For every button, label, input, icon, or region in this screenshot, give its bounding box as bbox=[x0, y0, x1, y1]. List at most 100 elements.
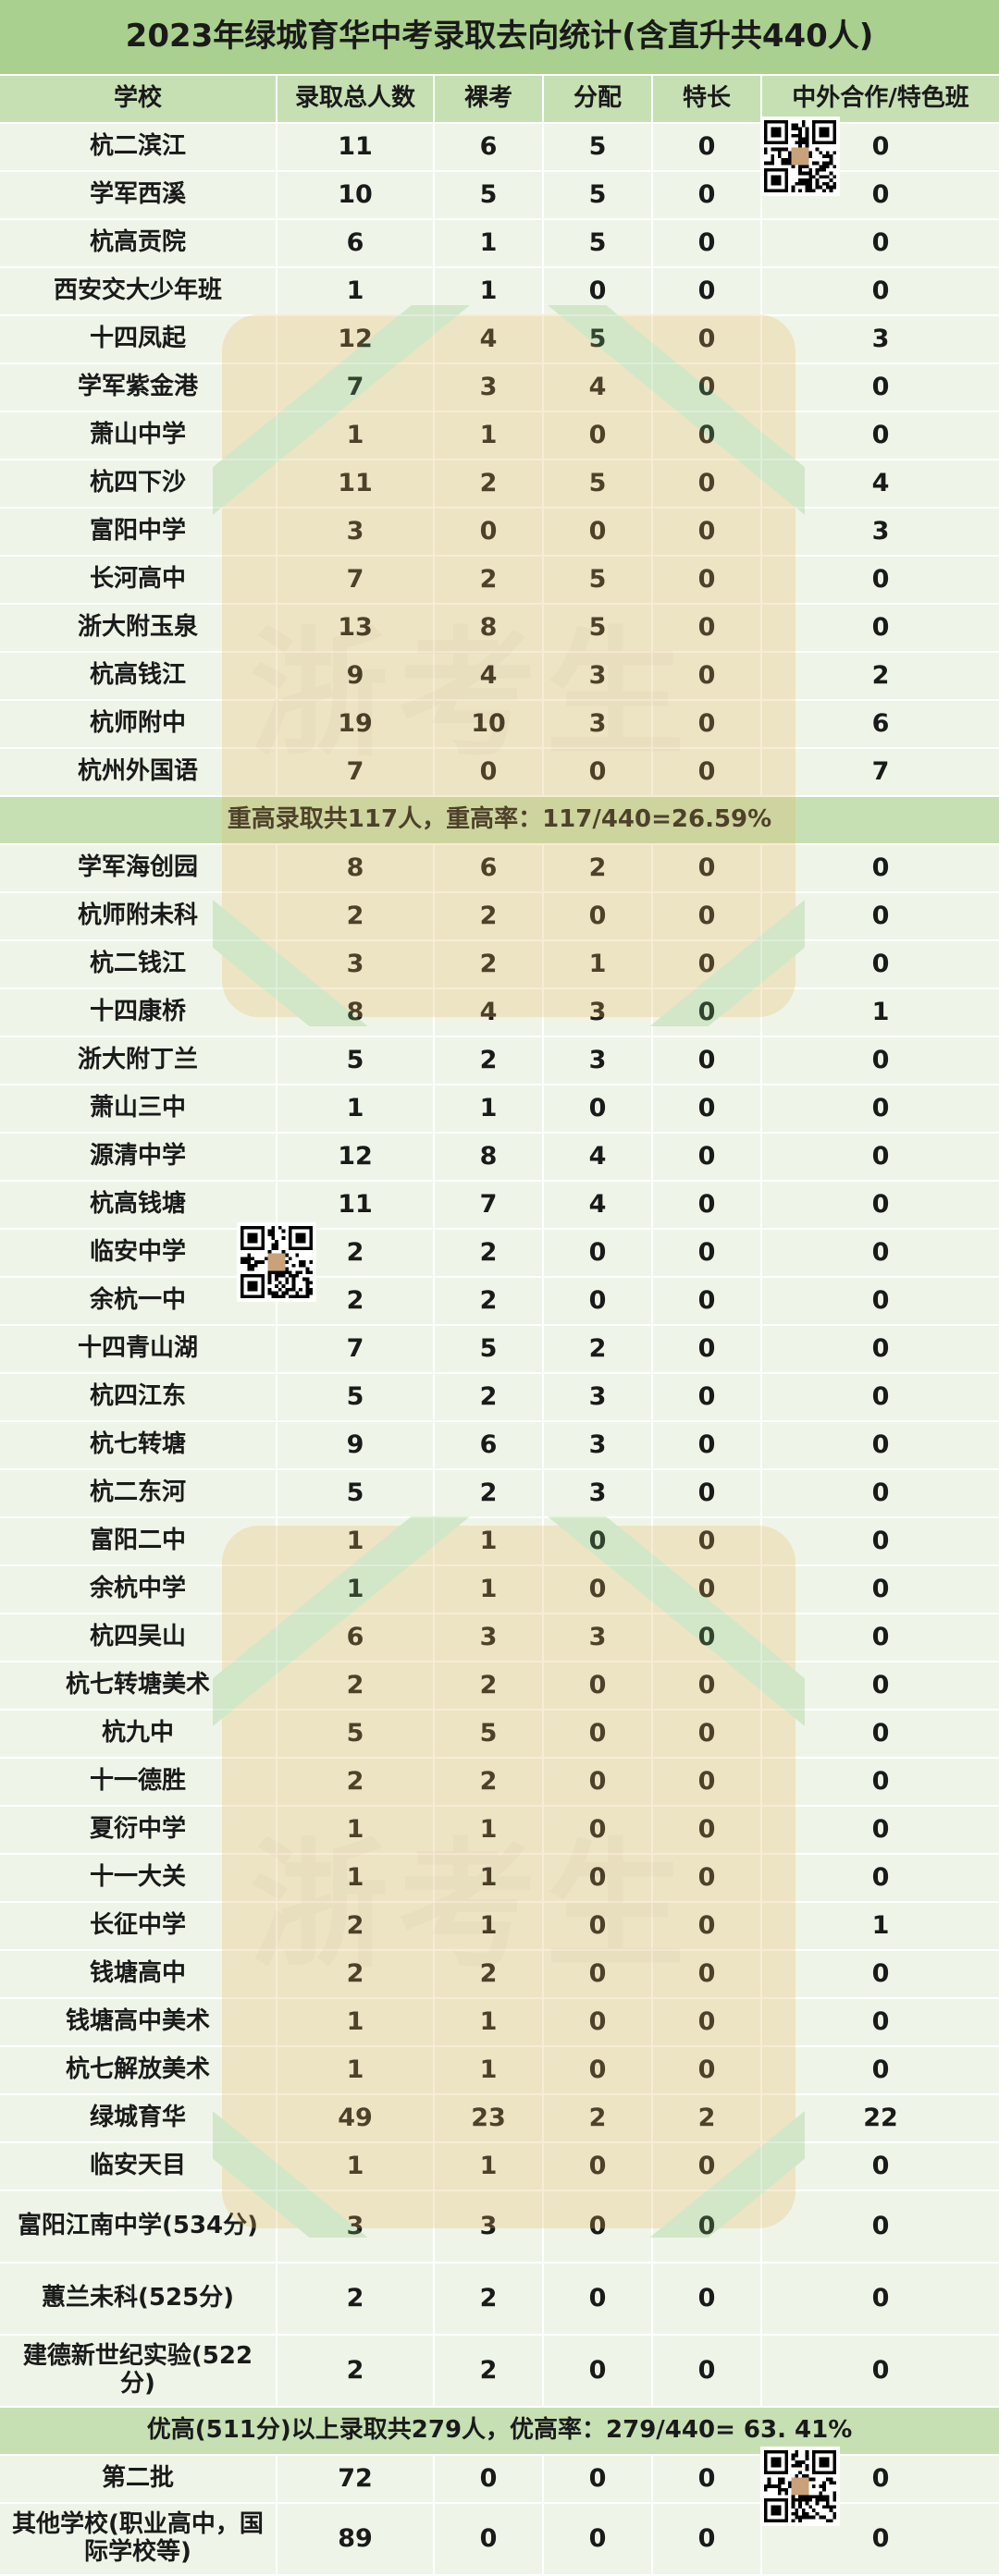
count-cell: 72 bbox=[278, 2456, 435, 2502]
count-cell: 0 bbox=[871, 1142, 890, 1171]
count-cell: 0 bbox=[871, 373, 890, 402]
table-row: 临安天目 1 1 0 0 0 bbox=[0, 2143, 999, 2191]
count-cell: 5 bbox=[544, 316, 653, 362]
count-cell: 0 bbox=[871, 1430, 890, 1460]
count-cell: 0 bbox=[871, 132, 890, 162]
count-cell: 0 bbox=[544, 2047, 653, 2093]
count-cell: 0 bbox=[653, 124, 762, 170]
count-cell: 0 bbox=[653, 1711, 762, 1757]
count-cell: 6 bbox=[435, 124, 544, 170]
table-row: 浙大附玉泉 13 8 5 0 0 bbox=[0, 605, 999, 653]
school-name: 杭二东河 bbox=[0, 1470, 278, 1516]
count-cell: 89 bbox=[278, 2504, 435, 2574]
count-cell: 0 bbox=[871, 853, 890, 883]
table-title-row: 2023年绿城育华中考录取去向统计(含直升共440人) bbox=[0, 0, 999, 76]
school-name: 杭七转塘 bbox=[0, 1422, 278, 1468]
count-cell: 2 bbox=[278, 893, 435, 939]
count-cell: 6 bbox=[278, 1614, 435, 1661]
table-row: 萧山中学 1 1 0 0 0 bbox=[0, 412, 999, 460]
count-cell: 0 bbox=[653, 1422, 762, 1468]
count-cell: 5 bbox=[544, 172, 653, 218]
count-cell: 8 bbox=[278, 845, 435, 891]
table-row: 杭二东河 5 2 3 0 0 bbox=[0, 1470, 999, 1518]
table-row: 学军西溪 10 5 5 0 0 bbox=[0, 172, 999, 220]
school-name: 杭七解放美术 bbox=[0, 2047, 278, 2093]
count-cell: 0 bbox=[871, 1575, 890, 1604]
table-row: 学军紫金港 7 3 4 0 0 bbox=[0, 364, 999, 412]
count-cell: 0 bbox=[653, 1326, 762, 1372]
count-cell: 1 bbox=[435, 412, 544, 459]
column-header: 学校 bbox=[0, 76, 278, 122]
school-name: 富阳中学 bbox=[0, 509, 278, 555]
table-row: 蕙兰未科(525分) 2 2 0 0 0 bbox=[0, 2263, 999, 2336]
count-cell: 1 bbox=[871, 998, 890, 1027]
school-name: 十四康桥 bbox=[0, 989, 278, 1036]
count-cell: 12 bbox=[278, 316, 435, 362]
table-row: 萧山三中 1 1 0 0 0 bbox=[0, 1086, 999, 1134]
count-cell: 3 bbox=[544, 1374, 653, 1420]
count-cell: 0 bbox=[653, 1470, 762, 1516]
table-row: 杭七转塘 9 6 3 0 0 bbox=[0, 1422, 999, 1470]
school-name: 杭高钱塘 bbox=[0, 1182, 278, 1228]
count-cell: 0 bbox=[871, 2284, 890, 2313]
count-cell: 2 bbox=[435, 1230, 544, 1276]
school-name: 杭九中 bbox=[0, 1711, 278, 1757]
table-row: 杭九中 5 5 0 0 0 bbox=[0, 1711, 999, 1759]
school-name: 浙大附玉泉 bbox=[0, 605, 278, 651]
count-cell: 2 bbox=[435, 893, 544, 939]
count-cell: 0 bbox=[544, 749, 653, 795]
count-cell: 0 bbox=[653, 1999, 762, 2045]
count-cell: 2 bbox=[278, 2263, 435, 2334]
count-cell: 0 bbox=[653, 1230, 762, 1276]
count-cell: 3 bbox=[435, 364, 544, 411]
count-cell: 0 bbox=[653, 460, 762, 507]
count-cell: 0 bbox=[871, 421, 890, 450]
count-cell: 3 bbox=[871, 517, 890, 546]
school-name: 杭师附中 bbox=[0, 701, 278, 747]
table-row: 第二批 72 0 0 0 0 bbox=[0, 2456, 999, 2504]
count-cell: 0 bbox=[871, 2212, 890, 2241]
table-row: 十四青山湖 7 5 2 0 0 bbox=[0, 1326, 999, 1374]
count-cell: 1 bbox=[435, 1566, 544, 1613]
count-cell: 5 bbox=[544, 460, 653, 507]
count-cell: 0 bbox=[653, 2191, 762, 2262]
column-header: 特长 bbox=[653, 76, 762, 122]
count-cell: 0 bbox=[653, 1518, 762, 1564]
count-cell: 0 bbox=[544, 509, 653, 555]
count-cell: 0 bbox=[653, 557, 762, 603]
count-cell: 0 bbox=[544, 1230, 653, 1276]
count-cell: 2 bbox=[544, 845, 653, 891]
school-name: 钱塘高中 bbox=[0, 1951, 278, 1997]
count-cell: 0 bbox=[871, 1671, 890, 1700]
school-name: 钱塘高中美术 bbox=[0, 1999, 278, 2045]
count-cell: 0 bbox=[871, 1190, 890, 1220]
count-cell: 4 bbox=[435, 653, 544, 699]
count-cell: 5 bbox=[544, 124, 653, 170]
count-cell: 0 bbox=[653, 1807, 762, 1853]
count-cell: 0 bbox=[544, 412, 653, 459]
count-cell: 0 bbox=[544, 1951, 653, 1997]
count-cell: 0 bbox=[871, 950, 890, 979]
school-name: 长河高中 bbox=[0, 557, 278, 603]
count-cell: 22 bbox=[863, 2104, 898, 2133]
count-cell: 0 bbox=[653, 2047, 762, 2093]
table-row: 杭二滨江 11 6 5 0 0 bbox=[0, 124, 999, 172]
count-cell: 0 bbox=[653, 1566, 762, 1613]
count-cell: 0 bbox=[871, 1478, 890, 1508]
count-cell: 1 bbox=[435, 1999, 544, 2045]
count-cell: 0 bbox=[653, 316, 762, 362]
count-cell: 23 bbox=[435, 2095, 544, 2141]
count-cell: 0 bbox=[653, 653, 762, 699]
table-row: 杭州外国语 7 0 0 0 7 bbox=[0, 749, 999, 797]
count-cell: 0 bbox=[653, 749, 762, 795]
table-row: 浙大附丁兰 5 2 3 0 0 bbox=[0, 1037, 999, 1086]
count-cell: 0 bbox=[653, 2504, 762, 2574]
count-cell: 3 bbox=[278, 941, 435, 987]
table-row: 西安交大少年班 1 1 0 0 0 bbox=[0, 268, 999, 316]
qr-code-icon bbox=[760, 117, 840, 196]
count-cell: 0 bbox=[544, 1999, 653, 2045]
count-cell: 1 bbox=[435, 268, 544, 314]
count-cell: 2 bbox=[435, 1951, 544, 1997]
count-cell: 4 bbox=[871, 469, 890, 498]
table-row: 夏衍中学 1 1 0 0 0 bbox=[0, 1807, 999, 1855]
